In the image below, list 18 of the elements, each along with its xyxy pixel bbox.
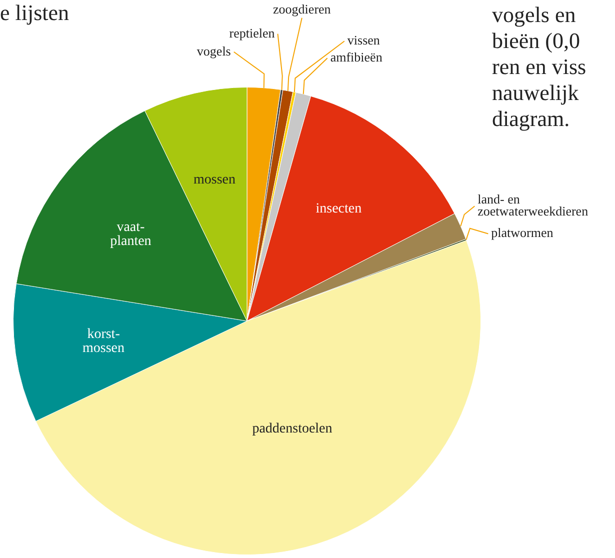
slice-label: platwormen: [491, 225, 554, 240]
slice-label: land- en zoetwaterweekdieren: [478, 192, 589, 219]
slice-label: vogels: [196, 43, 231, 58]
text: nauwelijk: [492, 80, 580, 106]
text: diagram.: [492, 106, 571, 132]
slice-label: vaat- planten: [110, 220, 152, 250]
slice-label: amfibieën: [330, 50, 383, 65]
slice-label: mossen: [194, 172, 236, 188]
text: ren en viss: [492, 54, 586, 80]
slice-label: reptielen: [229, 25, 276, 40]
text: vogels en: [492, 2, 577, 28]
text: bieën (0,0: [492, 28, 581, 54]
slice-label: insecten: [316, 201, 362, 216]
slice-label: vissen: [347, 32, 380, 48]
slice-label: korst- mossen: [82, 327, 125, 356]
text: e lijsten: [0, 0, 70, 26]
slice-label: zoogdieren: [273, 1, 332, 16]
slice-label: paddenstoelen: [252, 421, 332, 436]
